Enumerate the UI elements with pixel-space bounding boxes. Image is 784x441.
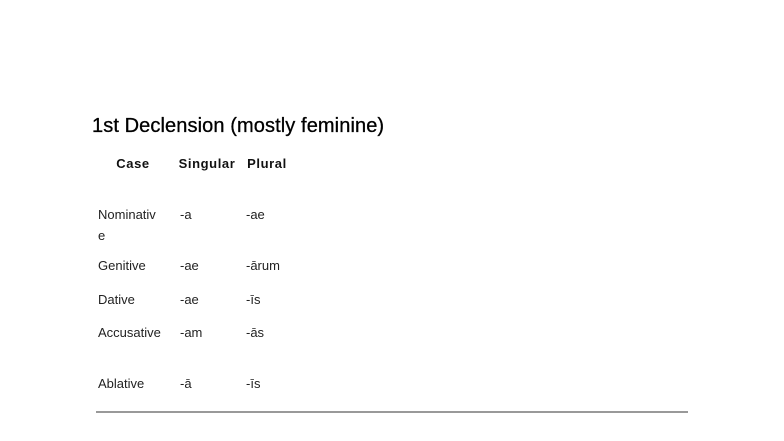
section-heading: 1st Declension (mostly feminine) [92,115,385,137]
horizontal-divider [96,411,688,413]
plural-cell: -īs [246,376,261,391]
plural-cell: -ārum [246,258,280,273]
case-cell: Genitive [98,258,146,273]
plural-cell: -ae [246,207,265,222]
singular-cell: -am [180,325,203,340]
case-cell: Ablative [98,376,145,391]
plural-cell: -īs [246,292,261,307]
singular-cell: -ae [180,258,199,273]
case-cell: Nominative [98,207,156,243]
case-cell: Accusative [98,325,161,340]
header-case: Case [116,156,150,171]
singular-cell: -ā [180,376,192,391]
singular-cell: -ae [180,292,199,307]
singular-cell: -a [180,207,192,222]
plural-cell: -ās [246,325,265,340]
header-plural: Plural [247,156,287,171]
case-cell: Dative [98,292,135,307]
header-singular: Singular [178,156,236,171]
